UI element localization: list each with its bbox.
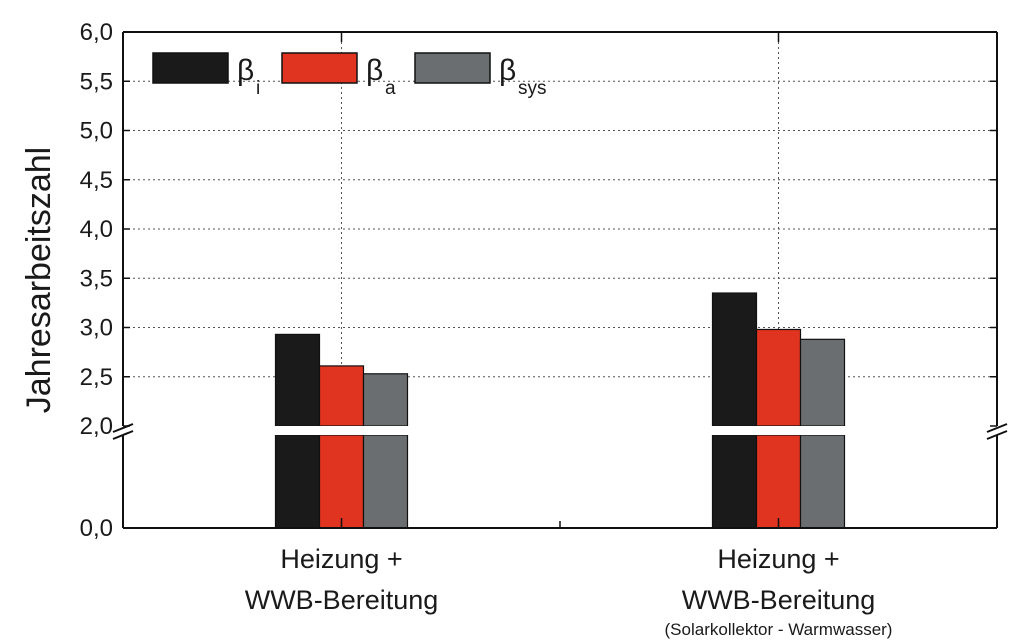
y-tick-label: 2,0 [80, 413, 113, 440]
x-axis-categories: Heizung + WWB-Bereitung Heizung + WWB-Berei… [245, 32, 893, 639]
legend-swatch [414, 52, 491, 84]
bar [799, 434, 846, 529]
legend-swatch [281, 52, 358, 84]
y-tick-label: 0,0 [80, 515, 113, 542]
bar [755, 434, 802, 529]
bar [799, 338, 846, 427]
bar [711, 292, 758, 427]
bar [755, 328, 802, 427]
y-tick-label: 5,0 [80, 118, 113, 145]
x-category-label-line1: Heizung + [280, 544, 402, 574]
y-tick-label: 5,5 [80, 68, 113, 95]
x-category-note: (Solarkollektor - Warmwasser) [665, 620, 893, 639]
legend-swatch [152, 52, 229, 84]
legend-label-subscript: sys [518, 78, 547, 99]
y-tick-label: 2,5 [80, 364, 113, 391]
bar [362, 373, 409, 427]
bars [274, 292, 846, 529]
axis-break-mark [112, 430, 134, 440]
y-tick-label: 4,5 [80, 167, 113, 194]
legend-label-symbol: β [499, 54, 516, 87]
legend-label-symbol: β [237, 54, 254, 87]
y-tick-label: 6,0 [80, 19, 113, 46]
bar [318, 434, 365, 529]
y-tick-label: 4,0 [80, 216, 113, 243]
bar [362, 434, 409, 529]
y-axis-ticks: 2,0 2,5 3,0 3,5 4,0 4,5 5,0 5,5 6,0 0,0 [80, 19, 997, 542]
bar [274, 333, 321, 427]
legend-label-symbol: β [366, 54, 383, 87]
x-category-label-line2: WWB-Bereitung [245, 585, 439, 615]
y-tick-label: 3,0 [80, 315, 113, 342]
bar [711, 434, 758, 529]
axis-break-mark [986, 423, 1008, 433]
axis-break-mark [986, 430, 1008, 440]
bar [318, 365, 365, 427]
x-category-label-line1: Heizung + [717, 544, 839, 574]
plot-frame [112, 31, 1008, 529]
x-category-label-line2: WWB-Bereitung [682, 585, 876, 615]
axis-break-gap [121, 426, 999, 435]
y-axis-label: Jahresarbeitszahl [20, 147, 58, 413]
bar [274, 434, 321, 529]
legend-label-subscript: a [385, 78, 396, 99]
legend-label-subscript: i [256, 78, 260, 99]
y-tick-label: 3,5 [80, 265, 113, 292]
grid-lines [123, 32, 997, 528]
